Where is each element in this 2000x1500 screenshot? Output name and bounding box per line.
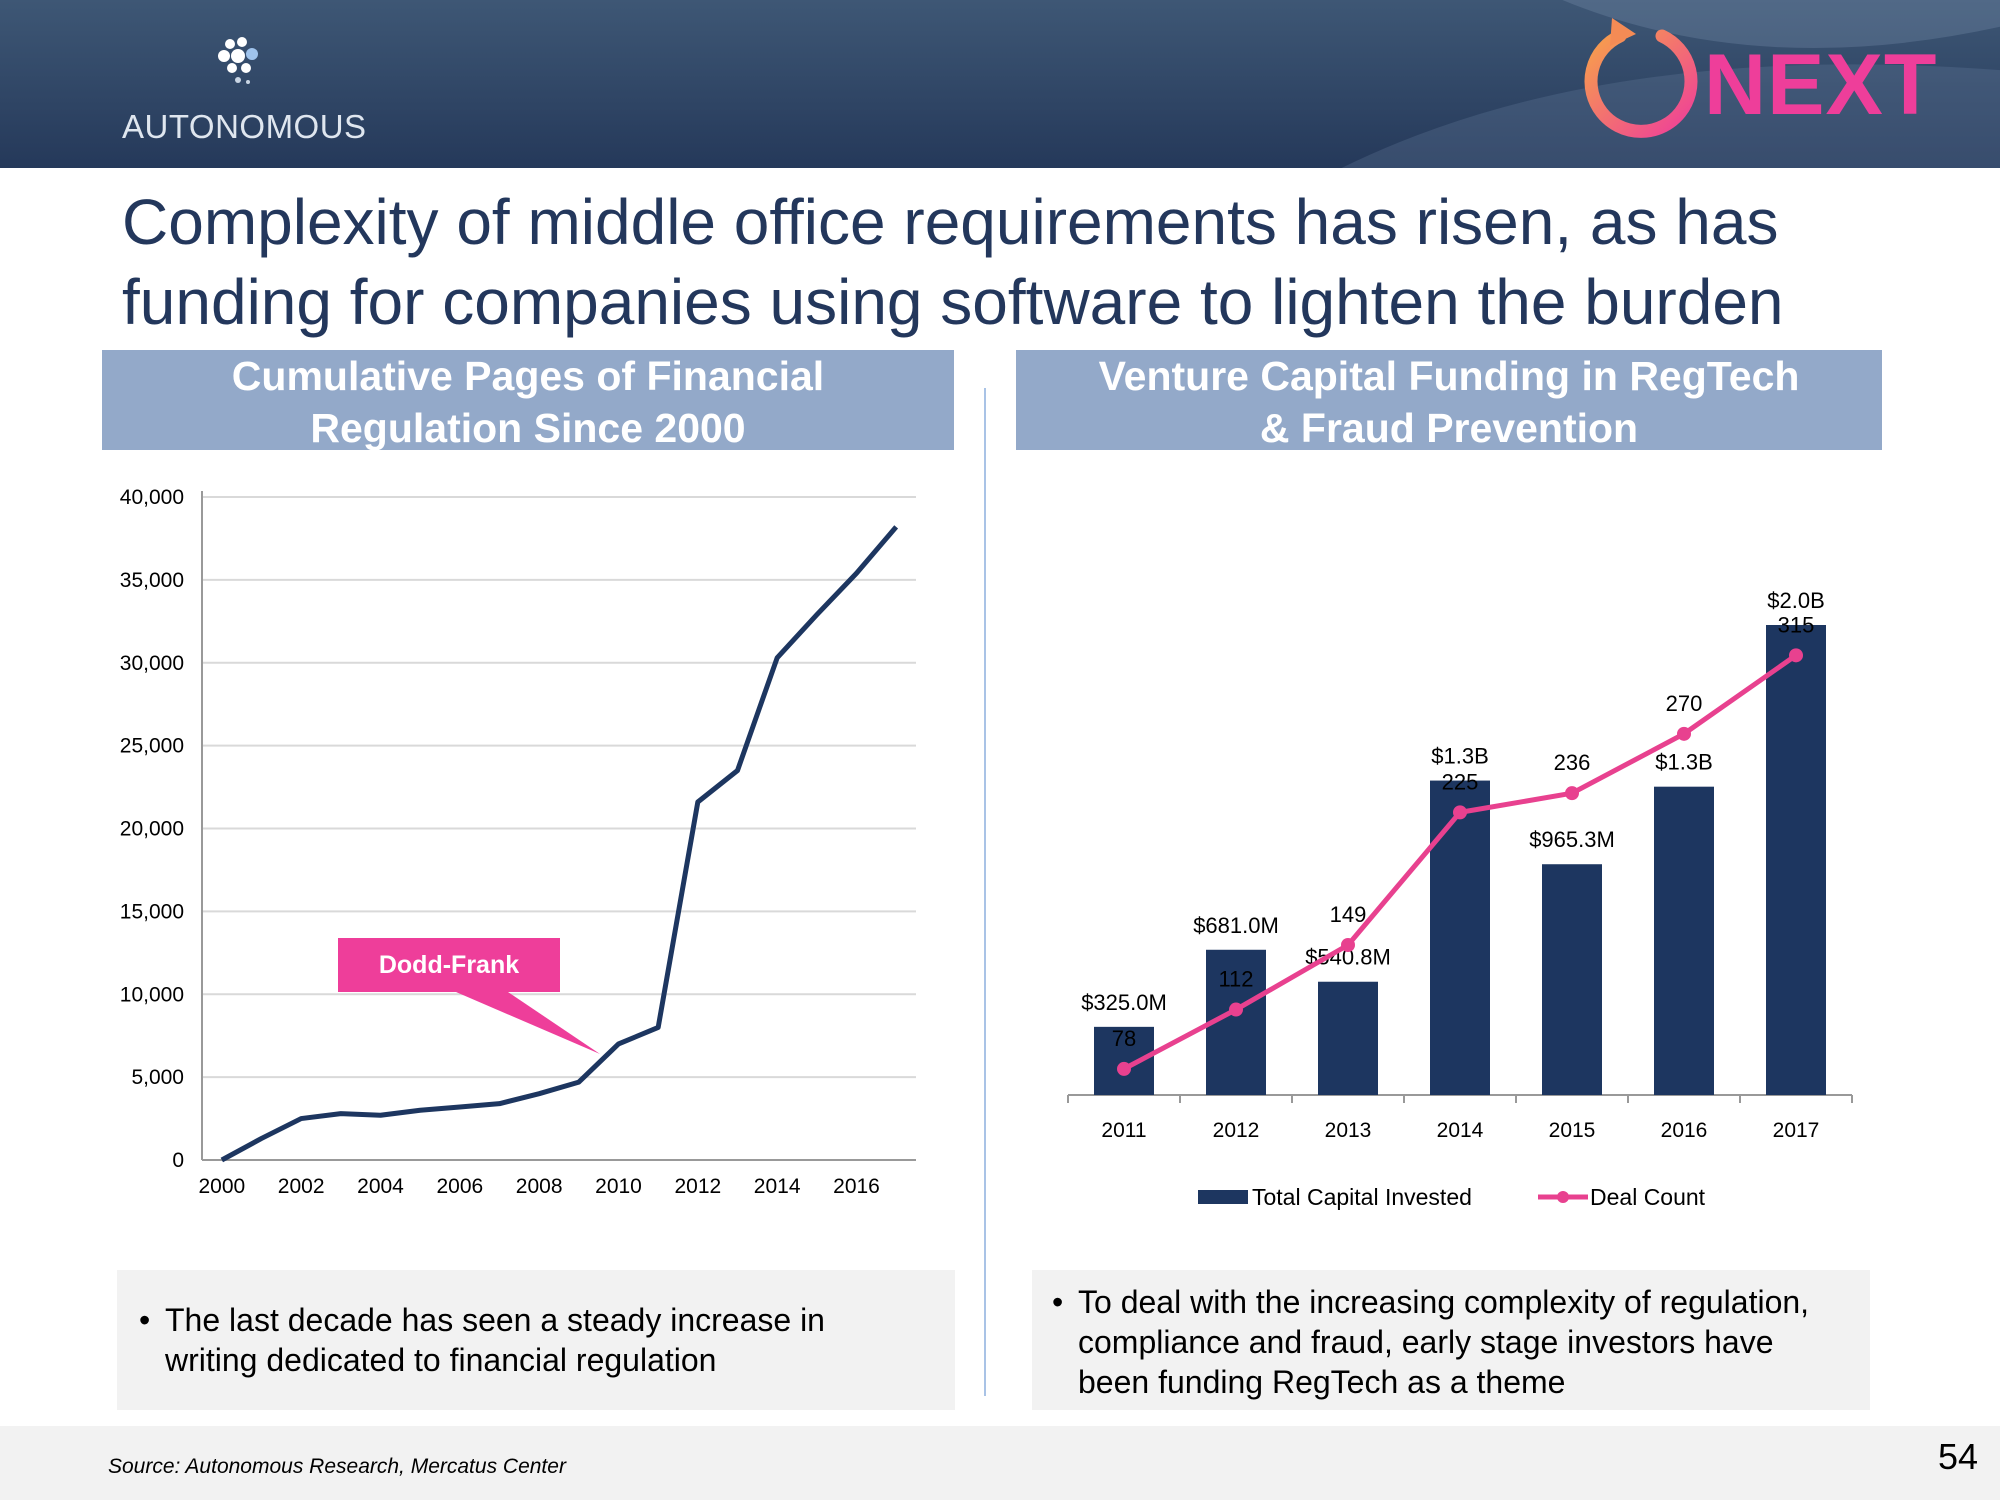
deal-count-label: 236 <box>1554 750 1591 775</box>
x-tick-label: 2016 <box>1661 1119 1708 1142</box>
capital-invested-bar <box>1430 780 1490 1095</box>
page-title: Complexity of middle office requirements… <box>122 182 1922 342</box>
capital-invested-label: $2.0B <box>1767 588 1825 613</box>
deal-count-point <box>1789 648 1803 663</box>
x-tick-label: 2006 <box>436 1175 483 1198</box>
y-tick-label: 30,000 <box>120 652 184 675</box>
x-tick-label: 2008 <box>516 1175 563 1198</box>
x-tick-label: 2014 <box>1437 1119 1484 1142</box>
left-chart-title-line-2: Regulation Since 2000 <box>310 405 746 451</box>
regulation-pages-line-chart: 0 5,000 10,000 15,000 20,000 25,000 30,000 35,0… <box>120 486 916 1198</box>
left-note: • The last decade has seen a steady incr… <box>117 1270 955 1410</box>
capital-invested-label: $965.3M <box>1529 827 1615 852</box>
x-tick-label: 2017 <box>1773 1119 1820 1142</box>
deal-count-point <box>1341 937 1355 952</box>
left-note-bullet-item: • The last decade has seen a steady incr… <box>139 1300 935 1380</box>
capital-invested-label: $1.3B <box>1655 750 1713 775</box>
header-bar: AUTONOMOUS NEXT <box>0 0 2000 168</box>
capital-invested-bar <box>1654 786 1714 1095</box>
vc-funding-combo-chart: $325.0M2011$681.0M2012$540.8M2013$1.3B20… <box>1067 588 1853 1210</box>
right-note-text: To deal with the increasing complexity o… <box>1078 1282 1850 1402</box>
legend-label-capital: Total Capital Invested <box>1252 1184 1472 1210</box>
left-note-line-1: The last decade has seen a steady increa… <box>165 1302 825 1338</box>
right-note-line-3: been funding RegTech as a theme <box>1078 1364 1566 1400</box>
deal-count-point <box>1565 786 1579 801</box>
y-tick-label: 35,000 <box>120 569 184 592</box>
y-tick-label: 15,000 <box>120 900 184 923</box>
autonomous-logo: AUTONOMOUS <box>118 34 388 145</box>
deal-count-label: 78 <box>1112 1026 1136 1051</box>
left-chart-title: Cumulative Pages of Financial Regulation… <box>102 350 954 451</box>
panel-divider <box>984 388 986 1396</box>
source-note: Source: Autonomous Research, Mercatus Ce… <box>108 1455 566 1478</box>
left-note-line-2: writing dedicated to financial regulatio… <box>165 1342 717 1378</box>
deal-count-point <box>1453 805 1467 820</box>
legend-swatch-deals-marker <box>1557 1191 1569 1203</box>
regulation-pages-series-line <box>220 525 899 1163</box>
bullet-icon: • <box>139 1302 151 1338</box>
legend-swatch-capital <box>1198 1190 1248 1204</box>
autonomous-wordmark: AUTONOMOUS <box>122 108 367 145</box>
y-tick-label: 25,000 <box>120 735 184 758</box>
legend-label-deals: Deal Count <box>1590 1184 1706 1210</box>
x-tick-label: 2016 <box>833 1175 880 1198</box>
x-tick-label: 2014 <box>754 1175 801 1198</box>
dodd-frank-label: Dodd-Frank <box>338 938 560 992</box>
x-tick-label: 2012 <box>1213 1119 1260 1142</box>
capital-invested-label: $1.3B <box>1431 744 1489 769</box>
right-note-bullet-item: • To deal with the increasing complexity… <box>1052 1282 1850 1402</box>
capital-invested-label: $681.0M <box>1193 913 1279 938</box>
left-chart-title-line-1: Cumulative Pages of Financial <box>231 353 825 399</box>
deal-count-label: 270 <box>1666 691 1703 716</box>
y-tick-label: 40,000 <box>120 486 184 509</box>
x-tick-label: 2010 <box>595 1175 642 1198</box>
x-tick-label: 2000 <box>198 1175 245 1198</box>
deal-count-label: 149 <box>1330 902 1367 927</box>
dodd-frank-callout: Dodd-Frank <box>338 938 600 1054</box>
capital-invested-label: $325.0M <box>1081 990 1167 1015</box>
y-tick-label: 20,000 <box>120 818 184 841</box>
chart-legend: Total Capital Invested Deal Count <box>1198 1184 1706 1210</box>
y-tick-label: 0 <box>172 1149 184 1172</box>
x-tick-label: 2011 <box>1101 1119 1146 1142</box>
deal-count-point <box>1117 1061 1131 1076</box>
y-tick-label: 5,000 <box>131 1066 184 1089</box>
deal-count-label: 112 <box>1218 967 1253 992</box>
capital-invested-bar <box>1766 625 1826 1095</box>
right-chart-title: Venture Capital Funding in RegTech & Fra… <box>1016 350 1882 451</box>
next-logo: NEXT <box>1570 14 1936 154</box>
page-title-line-2: funding for companies using software to … <box>122 266 1784 338</box>
capital-invested-bar <box>1318 981 1378 1095</box>
x-tick-label: 2015 <box>1549 1119 1596 1142</box>
deal-count-label: 315 <box>1778 612 1815 637</box>
page-number: 54 <box>1937 1436 1978 1477</box>
capital-invested-bar <box>1542 864 1602 1095</box>
next-logo-ring-icon <box>1584 18 1698 138</box>
x-tick-label: 2013 <box>1325 1119 1372 1142</box>
right-chart-title-line-2: & Fraud Prevention <box>1259 405 1639 451</box>
footer-band <box>0 1426 2000 1500</box>
x-tick-label: 2002 <box>278 1175 325 1198</box>
right-note-line-1: To deal with the increasing complexity o… <box>1078 1284 1810 1320</box>
deal-count-label: 225 <box>1442 769 1479 794</box>
next-logo-text: NEXT <box>1704 37 1938 133</box>
x-tick-label: 2004 <box>357 1175 404 1198</box>
bullet-icon: • <box>1052 1284 1064 1320</box>
dodd-frank-callout-pointer <box>456 992 600 1054</box>
right-chart-title-line-1: Venture Capital Funding in RegTech <box>1098 353 1800 399</box>
deal-count-point <box>1229 1002 1243 1017</box>
left-note-text: The last decade has seen a steady increa… <box>165 1300 935 1380</box>
page-title-line-1: Complexity of middle office requirements… <box>122 186 1779 258</box>
x-tick-label: 2012 <box>674 1175 721 1198</box>
right-note: • To deal with the increasing complexity… <box>1032 1270 1870 1410</box>
deal-count-point <box>1677 726 1691 741</box>
right-note-line-2: compliance and fraud, early stage invest… <box>1078 1324 1774 1360</box>
y-tick-label: 10,000 <box>120 983 184 1006</box>
autonomous-logo-icon <box>218 37 258 84</box>
